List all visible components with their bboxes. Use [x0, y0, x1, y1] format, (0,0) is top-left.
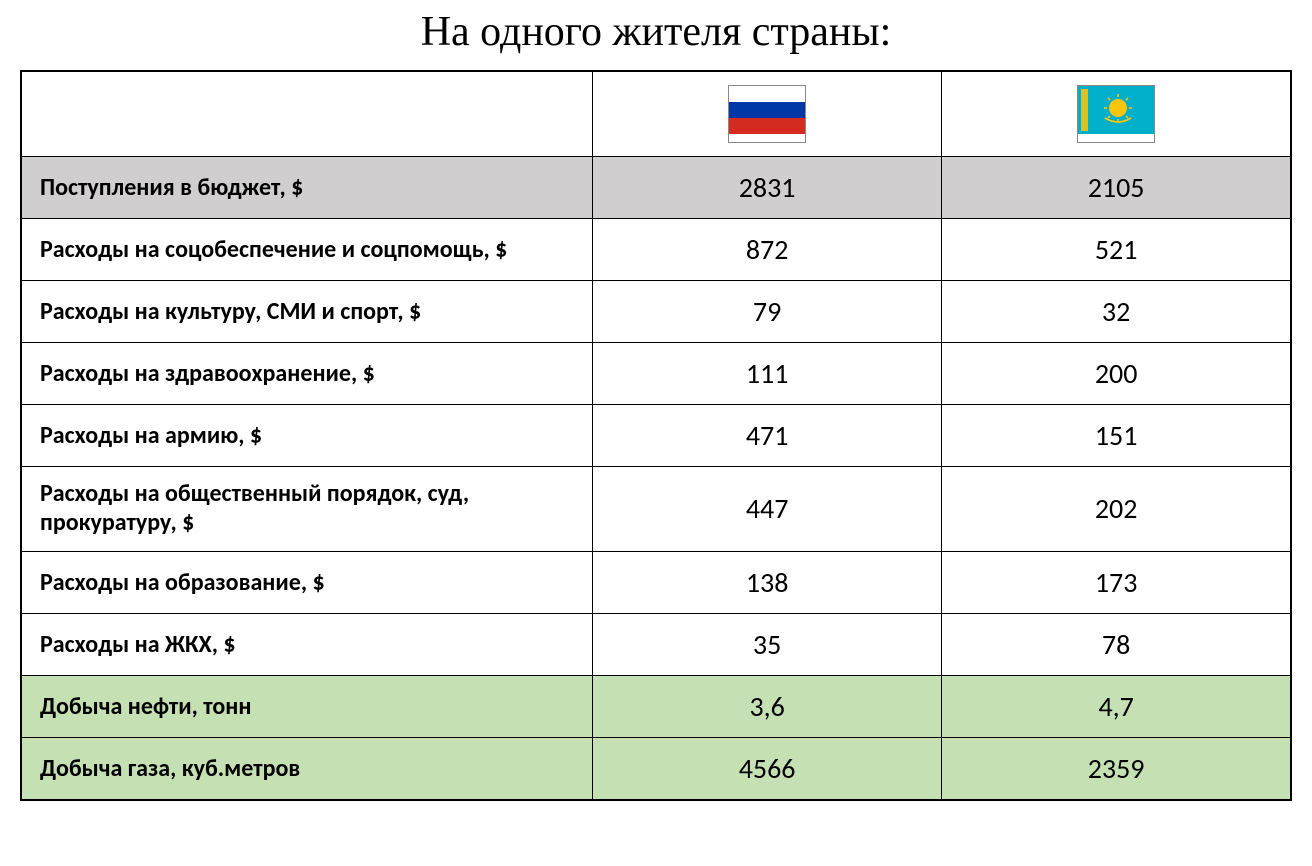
- row-value-russia: 4566: [593, 737, 942, 800]
- table-row: Добыча газа, куб.метров 4566 2359: [21, 737, 1291, 800]
- table-row: Расходы на соцобеспечение и соцпомощь, $…: [21, 219, 1291, 281]
- row-label: Добыча газа, куб.метров: [21, 737, 593, 800]
- row-value-russia: 2831: [593, 157, 942, 219]
- table-row: Расходы на культуру, СМИ и спорт, $ 79 3…: [21, 281, 1291, 343]
- header-empty-cell: [21, 71, 593, 157]
- row-value-russia: 111: [593, 343, 942, 405]
- row-label: Расходы на общественный порядок, суд, пр…: [21, 467, 593, 552]
- table-row: Расходы на здравоохранение, $ 111 200: [21, 343, 1291, 405]
- row-value-kazakhstan: 2359: [942, 737, 1291, 800]
- row-value-russia: 471: [593, 405, 942, 467]
- row-label: Расходы на ЖКХ, $: [21, 613, 593, 675]
- row-value-russia: 138: [593, 551, 942, 613]
- row-value-kazakhstan: 2105: [942, 157, 1291, 219]
- row-value-kazakhstan: 202: [942, 467, 1291, 552]
- comparison-table: Поступления в бюджет, $ 2831 2105 Расход…: [20, 70, 1292, 801]
- table-row: Расходы на ЖКХ, $ 35 78: [21, 613, 1291, 675]
- row-value-russia: 447: [593, 467, 942, 552]
- russia-flag-icon: [728, 85, 806, 143]
- row-value-kazakhstan: 200: [942, 343, 1291, 405]
- row-label: Добыча нефти, тонн: [21, 675, 593, 737]
- table-row: Расходы на общественный порядок, суд, пр…: [21, 467, 1291, 552]
- row-value-kazakhstan: 4,7: [942, 675, 1291, 737]
- row-value-russia: 35: [593, 613, 942, 675]
- header-row: [21, 71, 1291, 157]
- row-value-russia: 3,6: [593, 675, 942, 737]
- row-value-kazakhstan: 78: [942, 613, 1291, 675]
- table-row: Добыча нефти, тонн 3,6 4,7: [21, 675, 1291, 737]
- row-label: Расходы на образование, $: [21, 551, 593, 613]
- row-label: Расходы на здравоохранение, $: [21, 343, 593, 405]
- header-kazakhstan-cell: [942, 71, 1291, 157]
- row-value-kazakhstan: 32: [942, 281, 1291, 343]
- row-label: Поступления в бюджет, $: [21, 157, 593, 219]
- row-value-kazakhstan: 521: [942, 219, 1291, 281]
- row-value-russia: 79: [593, 281, 942, 343]
- row-label: Расходы на культуру, СМИ и спорт, $: [21, 281, 593, 343]
- row-value-russia: 872: [593, 219, 942, 281]
- row-label: Расходы на соцобеспечение и соцпомощь, $: [21, 219, 593, 281]
- header-russia-cell: [593, 71, 942, 157]
- page-title: На одного жителя страны:: [20, 8, 1292, 56]
- table-row: Расходы на армию, $ 471 151: [21, 405, 1291, 467]
- row-value-kazakhstan: 173: [942, 551, 1291, 613]
- kazakhstan-flag-icon: [1077, 85, 1155, 143]
- table-row: Расходы на образование, $ 138 173: [21, 551, 1291, 613]
- row-label: Расходы на армию, $: [21, 405, 593, 467]
- table-row: Поступления в бюджет, $ 2831 2105: [21, 157, 1291, 219]
- row-value-kazakhstan: 151: [942, 405, 1291, 467]
